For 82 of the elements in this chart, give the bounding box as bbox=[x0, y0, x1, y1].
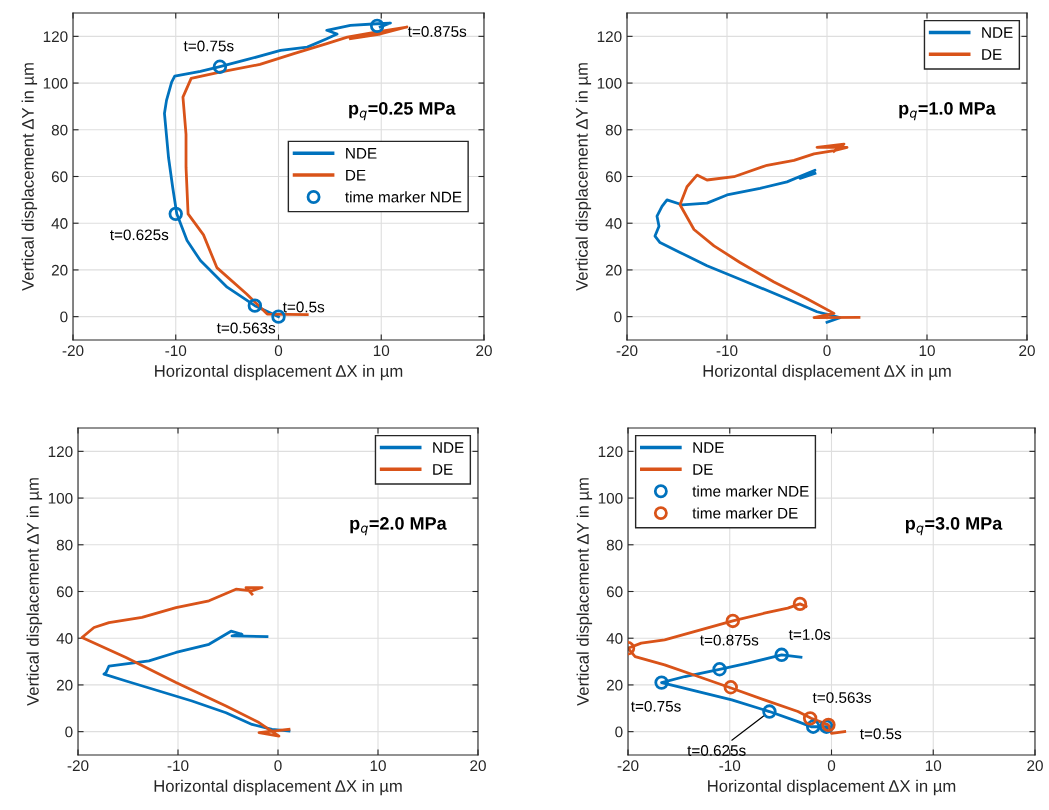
annotation: t=0.875s bbox=[700, 634, 759, 646]
x-tick-label: 20 bbox=[1027, 760, 1043, 772]
annotation: t=0.625s bbox=[687, 745, 746, 756]
y-tick-label: 0 bbox=[615, 726, 623, 738]
y-tick-label: 120 bbox=[598, 446, 623, 458]
x-axis-title: Horizontal displacement ΔX in µm bbox=[155, 364, 403, 381]
y-axis-title: Vertical displacement ΔY in µm bbox=[576, 478, 593, 706]
y-tick-label: 40 bbox=[51, 218, 68, 229]
x-tick-label: 0 bbox=[274, 760, 282, 772]
y-tick-label: 40 bbox=[56, 633, 73, 644]
y-tick-label: 20 bbox=[51, 264, 68, 276]
x-tick-label: 10 bbox=[370, 760, 386, 772]
x-tick-label: -20 bbox=[67, 760, 89, 772]
x-axis-title: Horizontal displacement ΔX in µm bbox=[703, 364, 951, 381]
annotation: p$_{q}$=0.25 MPa bbox=[349, 101, 456, 121]
y-axis-title: Vertical displacement ΔY in µm bbox=[575, 63, 592, 291]
legend-label: NDE bbox=[433, 442, 464, 453]
y-tick-label: 60 bbox=[606, 586, 623, 598]
annotation: t=1.0s bbox=[788, 629, 831, 640]
x-axis-title: Horizontal displacement ΔX in µm bbox=[154, 779, 402, 796]
y-tick-label: 40 bbox=[606, 633, 623, 644]
legend-label: DE bbox=[346, 169, 366, 181]
annotation: t=0.563s bbox=[216, 322, 276, 334]
x-tick-label: 0 bbox=[274, 345, 283, 357]
y-axis-title: Vertical displacement ΔY in µm bbox=[21, 63, 38, 291]
y-tick-label: 80 bbox=[606, 539, 623, 551]
legend-label: NDE bbox=[693, 442, 724, 453]
legend-label: time marker NDE bbox=[692, 485, 809, 497]
x-tick-label: -20 bbox=[616, 345, 638, 357]
annotation: p$_{q}$=1.0 MPa bbox=[899, 101, 996, 121]
y-tick-label: 20 bbox=[56, 679, 73, 691]
y-tick-label: 60 bbox=[605, 171, 622, 183]
y-tick-label: 80 bbox=[605, 124, 622, 136]
y-tick-label: 0 bbox=[65, 726, 73, 738]
y-tick-label: 0 bbox=[614, 311, 622, 323]
y-tick-label: 80 bbox=[51, 124, 68, 136]
legend-label: time marker DE bbox=[692, 507, 798, 519]
annotation: t=0.625s bbox=[110, 229, 169, 241]
y-tick-label: 60 bbox=[56, 586, 73, 598]
x-tick-label: 20 bbox=[476, 345, 492, 357]
y-tick-label: 100 bbox=[597, 77, 622, 89]
legend-label: DE bbox=[982, 49, 1002, 60]
y-tick-label: 100 bbox=[598, 492, 623, 504]
x-tick-label: 20 bbox=[470, 760, 486, 772]
y-tick-label: 40 bbox=[605, 218, 622, 229]
x-tick-label: -20 bbox=[62, 345, 84, 357]
x-axis-title: Horizontal displacement ΔX in µm bbox=[708, 779, 956, 796]
annotation: t=0.875s bbox=[407, 26, 467, 37]
y-tick-label: 120 bbox=[597, 31, 622, 43]
legend-label: DE bbox=[693, 464, 713, 475]
annotation: t=0.5s bbox=[282, 301, 325, 313]
y-axis-title: Vertical displacement ΔY in µm bbox=[26, 478, 43, 706]
x-tick-label: 10 bbox=[919, 345, 935, 357]
x-tick-label: -10 bbox=[716, 345, 738, 357]
y-tick-label: 20 bbox=[606, 679, 623, 691]
legend-label: DE bbox=[433, 464, 453, 475]
annotation: t=0.563s bbox=[812, 692, 872, 703]
annotation: t=0.5s bbox=[859, 728, 902, 740]
x-tick-label: -10 bbox=[165, 345, 187, 357]
x-tick-label: -10 bbox=[167, 760, 189, 772]
x-tick-label: -20 bbox=[617, 760, 639, 772]
y-tick-label: 100 bbox=[48, 492, 73, 504]
x-tick-label: 0 bbox=[827, 760, 836, 772]
annotation: t=0.75s bbox=[630, 700, 681, 712]
annotation: t=0.75s bbox=[183, 40, 234, 52]
y-tick-label: 100 bbox=[43, 77, 68, 89]
y-tick-label: 120 bbox=[48, 446, 73, 458]
x-tick-label: 0 bbox=[823, 345, 831, 357]
legend-label: NDE bbox=[982, 27, 1013, 38]
legend-label: time marker NDE bbox=[345, 191, 462, 203]
x-tick-label: -10 bbox=[719, 760, 741, 772]
y-tick-label: 60 bbox=[51, 171, 68, 183]
y-tick-label: 120 bbox=[43, 31, 68, 43]
legend-label: NDE bbox=[346, 148, 377, 159]
annotation: p$_{q}$=3.0 MPa bbox=[905, 516, 1003, 536]
x-tick-label: 20 bbox=[1019, 345, 1035, 357]
y-tick-label: 20 bbox=[605, 264, 622, 276]
x-tick-label: 10 bbox=[373, 345, 390, 357]
annotation: p$_{q}$=2.0 MPa bbox=[350, 516, 447, 536]
y-tick-label: 80 bbox=[56, 539, 73, 551]
x-tick-label: 10 bbox=[925, 760, 942, 772]
y-tick-label: 0 bbox=[60, 311, 68, 323]
